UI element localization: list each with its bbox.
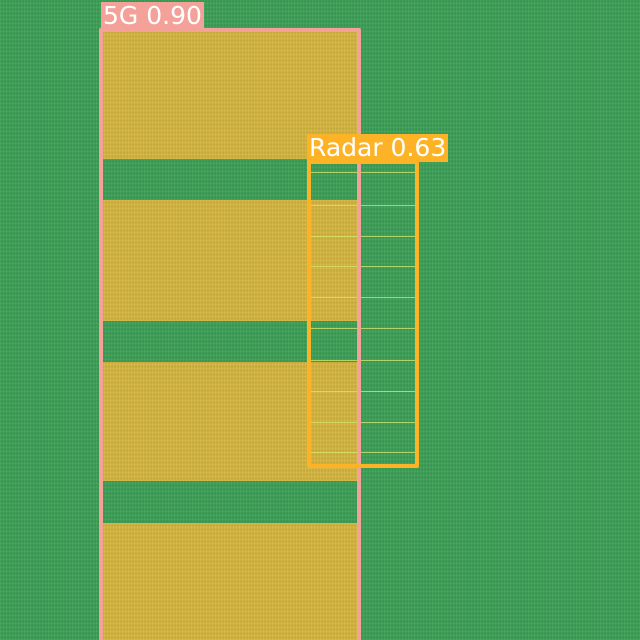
signal-band xyxy=(101,523,358,640)
detection-box-5g[interactable] xyxy=(99,28,361,640)
signal-band xyxy=(101,32,358,159)
detection-box-radar[interactable] xyxy=(307,160,419,468)
detection-label-radar: Radar 0.63 xyxy=(307,133,449,162)
detection-label-5g: 5G 0.90 xyxy=(101,1,204,30)
radar-pulse xyxy=(310,236,415,237)
radar-pulse xyxy=(310,205,415,206)
radar-pulse xyxy=(310,328,415,329)
radar-pulse xyxy=(310,391,415,392)
radar-pulse xyxy=(310,422,415,423)
signal-band xyxy=(101,362,358,481)
radar-pulse xyxy=(310,172,415,173)
radar-pulse xyxy=(310,297,415,298)
signal-band xyxy=(101,200,358,321)
radar-pulse xyxy=(310,360,415,361)
radar-pulse xyxy=(310,266,415,267)
radar-pulse xyxy=(310,452,415,453)
